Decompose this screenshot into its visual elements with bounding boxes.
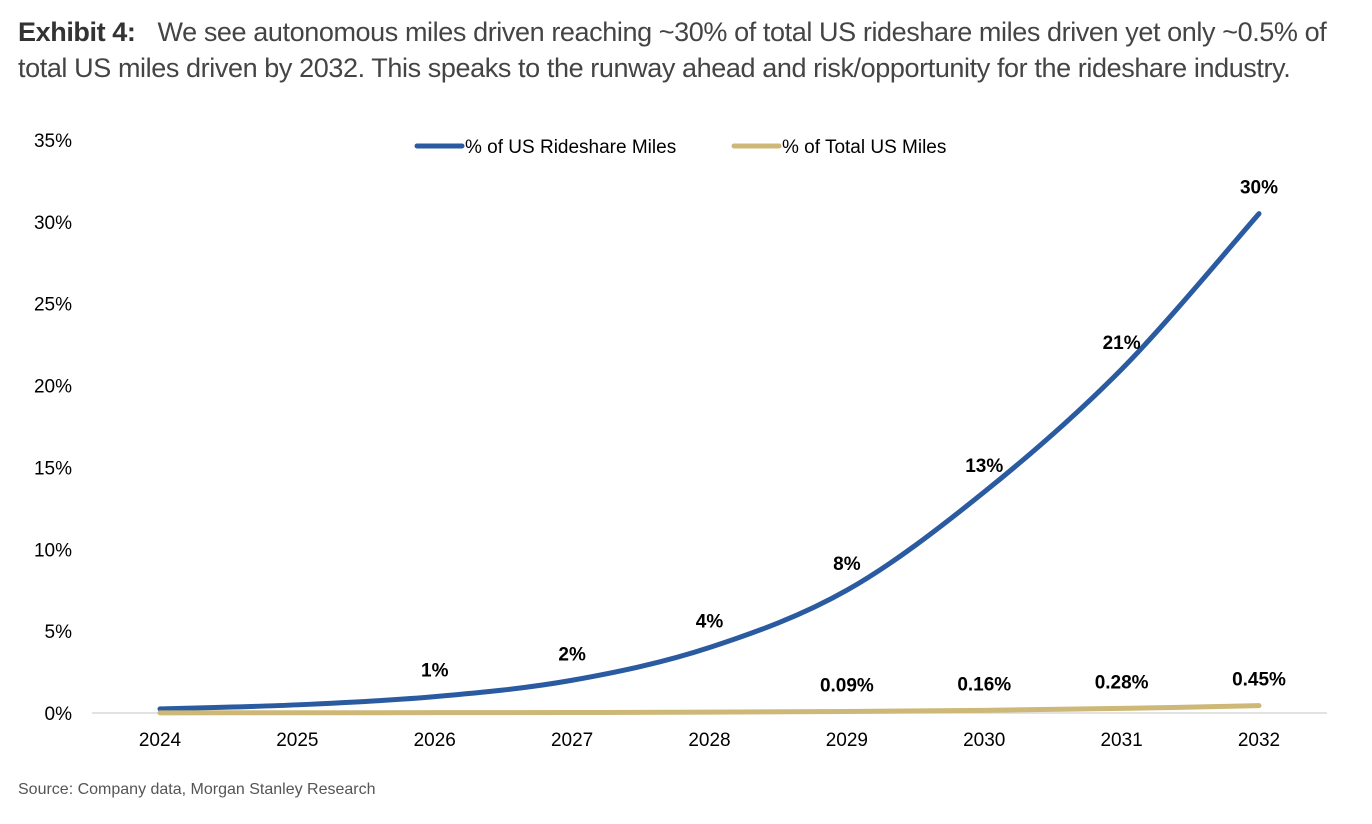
data-label: 30% — [1240, 178, 1278, 199]
y-tick-label: 0% — [45, 704, 73, 725]
y-tick-label: 25% — [34, 295, 72, 316]
source-note: Source: Company data, Morgan Stanley Res… — [18, 781, 376, 798]
x-tick-label: 2028 — [688, 730, 730, 751]
data-label: 1% — [421, 661, 449, 682]
exhibit-title: Exhibit 4: We see autonomous miles driven… — [18, 14, 1363, 86]
data-label: 0.09% — [820, 676, 874, 697]
data-label: 2% — [558, 644, 586, 665]
y-tick-label: 15% — [34, 458, 72, 479]
series-line-total — [157, 703, 1262, 716]
x-tick-label: 2026 — [414, 730, 456, 751]
x-tick-label: 2027 — [551, 730, 593, 751]
x-tick-label: 2030 — [963, 730, 1005, 751]
data-label: 0.28% — [1095, 672, 1149, 693]
x-tick-label: 2024 — [139, 730, 182, 751]
x-tick-label: 2031 — [1100, 730, 1142, 751]
y-tick-label: 10% — [34, 540, 72, 561]
x-tick-label: 2032 — [1238, 730, 1280, 751]
legend-label: % of Total US Miles — [782, 137, 946, 158]
data-label: 0.45% — [1232, 670, 1286, 691]
data-label: 4% — [696, 612, 724, 633]
data-label: 13% — [965, 456, 1003, 477]
y-tick-label: 35% — [34, 131, 72, 152]
series-line-rideshare — [157, 211, 1262, 712]
y-tick-label: 20% — [34, 377, 72, 398]
exhibit-label: Exhibit 4: — [18, 17, 136, 47]
legend-label: % of US Rideshare Miles — [465, 137, 676, 158]
y-tick-label: 30% — [34, 213, 72, 234]
y-tick-label: 5% — [45, 622, 73, 643]
exhibit-title-text: We see autonomous miles driven reaching … — [18, 17, 1327, 83]
data-label: 0.16% — [957, 674, 1011, 695]
data-label: 21% — [1103, 333, 1141, 354]
data-label: 8% — [833, 554, 861, 575]
x-tick-label: 2029 — [826, 730, 868, 751]
x-tick-label: 2025 — [276, 730, 318, 751]
